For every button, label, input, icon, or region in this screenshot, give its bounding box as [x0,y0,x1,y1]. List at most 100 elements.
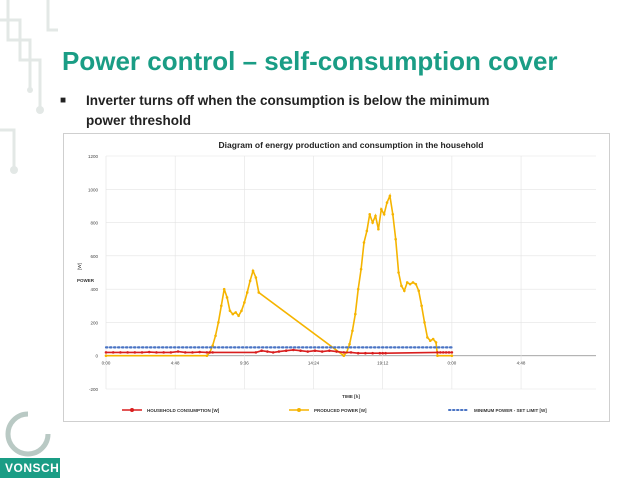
household-consumption-point [450,351,454,354]
household-consumption-point [378,351,382,355]
legend-label: MINIMUM POWER - SET LIMIT [W] [474,408,547,413]
household-consumption-point [205,351,209,354]
produced-power-point [417,289,421,293]
household-consumption-point [260,349,263,353]
produced-power-point [434,341,438,344]
household-consumption-point [183,351,187,354]
household-consumption-point [384,351,387,355]
bullet-line-2: power threshold [86,113,192,128]
household-consumption-point [444,351,448,354]
legend-label: PRODUCED POWER [W] [314,408,367,413]
produced-power-point [251,269,255,273]
produced-power-point [362,241,366,244]
household-consumption-point [349,351,353,354]
household-consumption-point [441,351,445,354]
household-consumption-point [306,350,310,353]
produced-power-point [356,287,360,291]
y-tick-label: 800 [90,221,98,226]
household-consumption-point [381,351,385,355]
y-tick-label: 1200 [88,154,99,159]
produced-power-point [414,282,418,286]
y-tick-label: 400 [90,287,98,292]
produced-power-point [397,271,400,274]
x-tick-label: 4:48 [171,361,180,366]
produced-power-point [217,321,220,324]
household-consumption-point [155,351,158,354]
produced-power-point [374,214,377,218]
slide-title: Power control – self-consumption cover [62,46,558,76]
household-consumption-point [299,349,302,353]
household-consumption-point [447,351,451,354]
household-consumption-point [126,351,129,354]
produced-power-point [342,354,346,358]
household-consumption-point [162,351,165,354]
square-bullet-icon: ■ [60,95,67,106]
produced-power-point [450,354,454,358]
x-tick-label: 14:24 [308,361,320,366]
x-tick-label: 0:00 [102,361,111,366]
household-consumption-point [328,349,331,353]
household-consumption-point [104,351,108,354]
produced-power-point [368,212,372,216]
household-consumption-point [266,350,269,353]
logo [0,400,60,478]
legend-marker-point [130,408,134,412]
produced-power-point [219,304,223,308]
household-consumption-point [320,350,324,353]
y-tick-label: 200 [90,320,98,325]
produced-power-point [411,281,415,284]
y-tick-label: 0 [95,354,98,359]
household-consumption-point [271,351,275,354]
x-tick-label: 9:36 [240,361,249,366]
produced-power-point [237,314,240,318]
household-consumption-point [371,351,374,355]
household-consumption-point [198,350,201,354]
energy-chart: Diagram of energy production and consump… [63,133,610,422]
household-consumption-point [313,349,317,353]
produced-power-point [248,279,252,283]
bullet-point: ■ Inverter turns off when the consumptio… [60,91,524,131]
household-consumption-point [133,351,137,354]
household-consumption-point [254,351,258,354]
produced-power-point [423,321,426,324]
household-consumption-point [292,348,295,352]
produced-power-point [354,312,357,316]
household-consumption-point [147,350,151,354]
produced-power-point [257,291,261,294]
produced-power-point [428,339,432,343]
chart-svg: Diagram of energy production and consump… [77,140,596,413]
produced-power-point [228,309,232,313]
produced-power-point [403,289,406,293]
y-tick-label: 1000 [88,187,99,192]
produced-power-point [234,311,238,314]
produced-power-point [388,194,392,198]
household-consumption-point [335,350,338,353]
produced-power-point [426,336,429,339]
household-consumption-point [191,351,194,354]
household-consumption-point [208,351,212,354]
produced-power-point [420,304,423,308]
x-axis-label: TIME [h] [342,394,360,399]
x-tick-label: 4:48 [517,361,526,366]
produced-power-point [254,276,258,279]
produced-power-point [371,221,374,224]
series-line-produced-power [106,193,452,357]
legend-label: HOUSEHOLD CONSUMPTION [W] [147,408,220,413]
produced-power-point [405,281,409,284]
produced-power-point [377,227,380,231]
x-tick-label: 0:00 [447,361,456,366]
chart-title: Diagram of energy production and consump… [219,140,484,150]
produced-power-point [214,334,217,338]
produced-power-point [385,201,389,204]
produced-power-point [240,309,243,313]
household-consumption-point [439,351,442,354]
household-consumption-point [284,349,288,353]
produced-power-point [211,344,214,348]
produced-power-point [359,267,363,271]
produced-power-point [205,354,209,358]
household-consumption-point [119,351,122,354]
produced-power-point [382,212,386,216]
produced-power-point [400,284,403,288]
bullet-line-1: Inverter turns off when the consumption … [86,93,490,108]
produced-power-point [225,296,229,299]
